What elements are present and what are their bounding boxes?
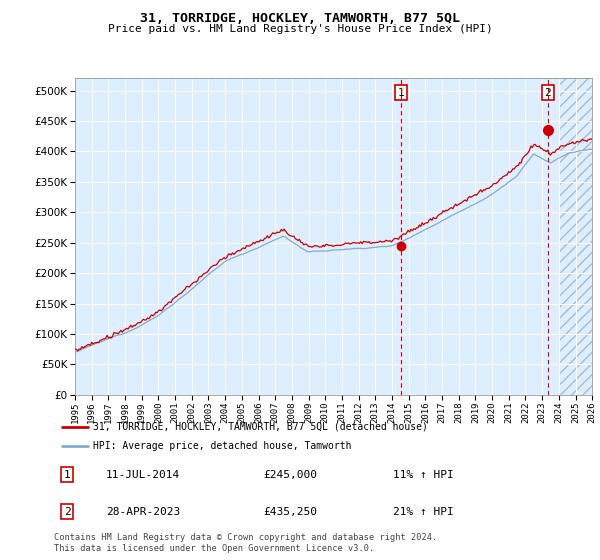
Text: £245,000: £245,000 (263, 470, 317, 479)
Text: 11-JUL-2014: 11-JUL-2014 (106, 470, 181, 479)
Bar (559, 78, 592, 395)
Text: 31, TORRIDGE, HOCKLEY, TAMWORTH, B77 5QL (detached house): 31, TORRIDGE, HOCKLEY, TAMWORTH, B77 5QL… (93, 422, 428, 432)
Text: 1: 1 (397, 87, 404, 97)
Text: £435,250: £435,250 (263, 507, 317, 517)
Text: Price paid vs. HM Land Registry's House Price Index (HPI): Price paid vs. HM Land Registry's House … (107, 24, 493, 34)
Text: 2: 2 (64, 507, 70, 517)
Text: HPI: Average price, detached house, Tamworth: HPI: Average price, detached house, Tamw… (93, 441, 352, 451)
Text: 31, TORRIDGE, HOCKLEY, TAMWORTH, B77 5QL: 31, TORRIDGE, HOCKLEY, TAMWORTH, B77 5QL (140, 12, 460, 25)
Text: 11% ↑ HPI: 11% ↑ HPI (394, 470, 454, 479)
Text: 28-APR-2023: 28-APR-2023 (106, 507, 181, 517)
Text: 2: 2 (544, 87, 551, 97)
Text: Contains HM Land Registry data © Crown copyright and database right 2024.
This d: Contains HM Land Registry data © Crown c… (54, 533, 437, 553)
Text: 1: 1 (64, 470, 70, 479)
Text: 21% ↑ HPI: 21% ↑ HPI (394, 507, 454, 517)
